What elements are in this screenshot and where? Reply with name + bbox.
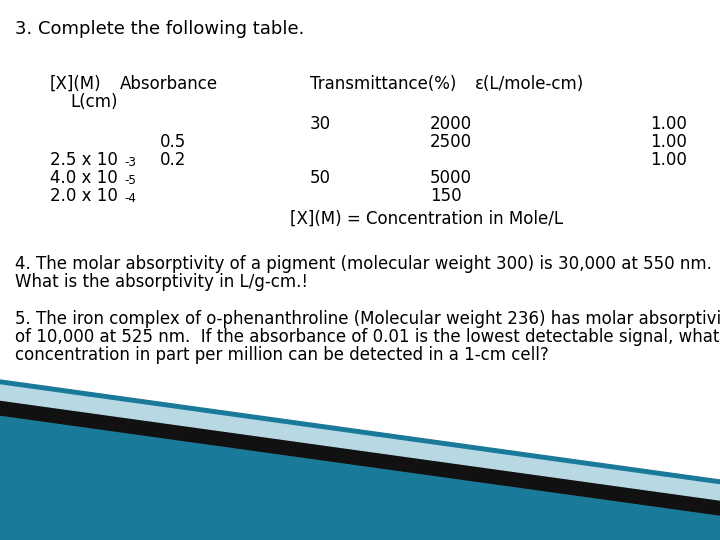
- Text: -4: -4: [124, 192, 136, 205]
- Text: 4. The molar absorptivity of a pigment (molecular weight 300) is 30,000 at 550 n: 4. The molar absorptivity of a pigment (…: [15, 255, 712, 273]
- Text: 5. The iron complex of o-phenanthroline (Molecular weight 236) has molar absorpt: 5. The iron complex of o-phenanthroline …: [15, 310, 720, 328]
- Text: 30: 30: [310, 115, 331, 133]
- Text: 3. Complete the following table.: 3. Complete the following table.: [15, 20, 305, 38]
- Text: L(cm): L(cm): [70, 93, 117, 111]
- Text: 2.5 x 10: 2.5 x 10: [50, 151, 118, 169]
- Text: [X](M) = Concentration in Mole/L: [X](M) = Concentration in Mole/L: [290, 210, 563, 228]
- Text: 4.0 x 10: 4.0 x 10: [50, 169, 118, 187]
- Text: -5: -5: [124, 174, 136, 187]
- Text: concentration in part per million can be detected in a 1-cm cell?: concentration in part per million can be…: [15, 346, 549, 364]
- Text: 1.00: 1.00: [650, 115, 687, 133]
- Text: 5000: 5000: [430, 169, 472, 187]
- Text: 150: 150: [430, 187, 462, 205]
- Polygon shape: [0, 380, 720, 540]
- Polygon shape: [0, 385, 720, 500]
- Text: 2500: 2500: [430, 133, 472, 151]
- Text: 0.5: 0.5: [160, 133, 186, 151]
- Text: 2000: 2000: [430, 115, 472, 133]
- Text: of 10,000 at 525 nm.  If the absorbance of 0.01 is the lowest detectable signal,: of 10,000 at 525 nm. If the absorbance o…: [15, 328, 719, 346]
- Text: 0.2: 0.2: [160, 151, 186, 169]
- Text: Transmittance(%): Transmittance(%): [310, 75, 456, 93]
- Text: [X](M): [X](M): [50, 75, 102, 93]
- Text: What is the absorptivity in L/g-cm.!: What is the absorptivity in L/g-cm.!: [15, 273, 308, 291]
- Polygon shape: [0, 400, 720, 515]
- Text: 1.00: 1.00: [650, 151, 687, 169]
- Text: -3: -3: [124, 156, 136, 169]
- Text: Absorbance: Absorbance: [120, 75, 218, 93]
- Text: ε(L/mole-cm): ε(L/mole-cm): [475, 75, 584, 93]
- Text: 1.00: 1.00: [650, 133, 687, 151]
- Text: 50: 50: [310, 169, 331, 187]
- Text: 2.0 x 10: 2.0 x 10: [50, 187, 118, 205]
